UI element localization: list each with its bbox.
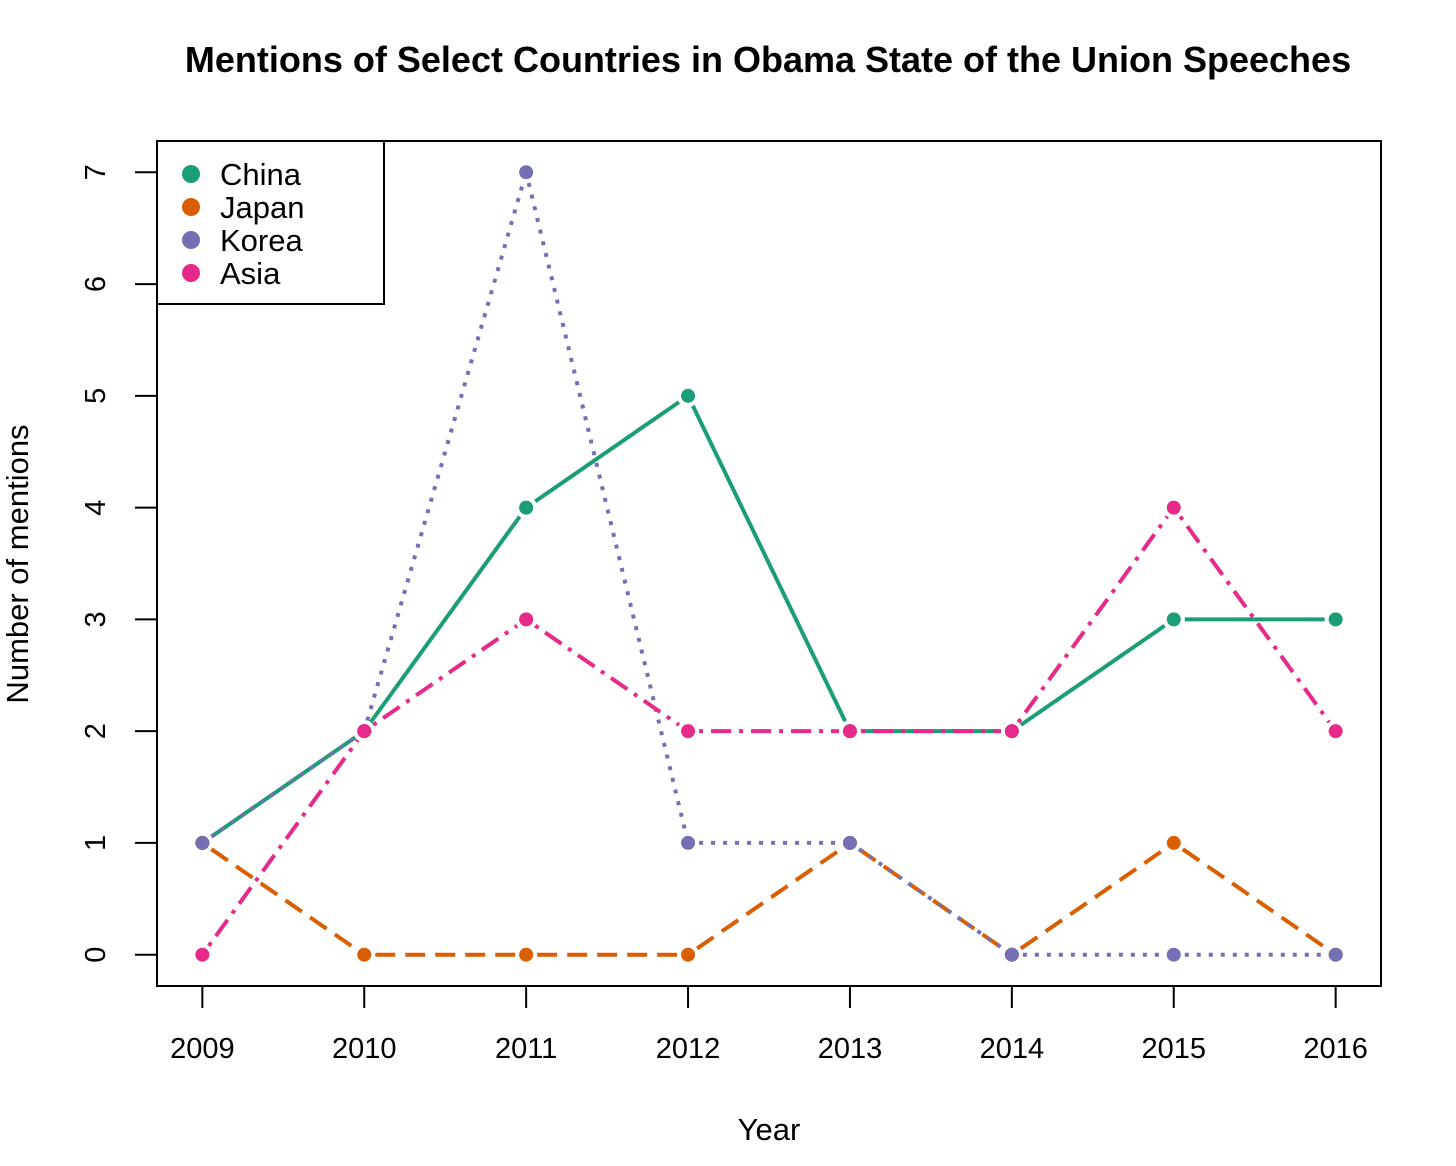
legend-marker-asia [182,264,200,282]
y-tick-label: 4 [80,500,112,516]
y-tick-label: 5 [80,388,112,404]
x-tick-label: 2016 [1303,1033,1368,1065]
data-point-china [519,500,534,515]
series-segment-korea [365,182,526,722]
data-point-asia [1328,724,1343,739]
y-axis: 0 1 2 3 4 5 6 7 [80,164,158,963]
y-tick-label: 7 [80,164,112,180]
legend-label-korea: Korea [220,223,303,258]
data-point-japan [519,947,534,962]
series-segment-asia [1178,515,1331,724]
series-segment-japan [1019,847,1166,951]
series-segment-korea [210,735,357,839]
legend-marker-korea [182,231,200,249]
y-tick-label: 0 [80,947,112,963]
data-point-japan [1166,835,1181,850]
data-point-korea [1328,947,1343,962]
data-point-korea [519,165,534,180]
data-point-asia [842,724,857,739]
data-point-japan [681,947,696,962]
y-axis-label: Number of mentions [0,424,35,703]
x-tick-label: 2011 [495,1033,557,1065]
x-axis: 2009 2010 2011 2012 2013 2014 2015 2016 [170,985,1368,1065]
data-point-japan [357,947,372,962]
series-segment-china [1019,623,1166,727]
data-point-china [1166,612,1181,627]
series-korea [195,165,1343,962]
series-segment-asia [372,623,519,727]
series-segment-japan [1181,847,1328,951]
x-tick-label: 2012 [656,1033,721,1065]
x-axis-label: Year [738,1112,801,1147]
data-point-asia [357,724,372,739]
data-point-china [681,388,696,403]
data-point-korea [195,835,210,850]
series-segment-japan [695,847,843,951]
series-segment-korea [526,182,688,833]
x-tick-label: 2014 [980,1033,1045,1065]
data-point-asia [681,724,696,739]
data-point-china [1328,612,1343,627]
y-tick-label: 3 [80,611,112,627]
chart-title: Mentions of Select Countries in Obama St… [185,39,1351,80]
y-tick-label: 6 [80,276,112,292]
x-tick-label: 2015 [1142,1033,1207,1065]
data-point-asia [1004,724,1019,739]
data-point-korea [1166,947,1181,962]
x-tick-label: 2009 [170,1033,235,1065]
series-segment-china [534,400,681,504]
series-segment-china [691,404,847,723]
y-tick-label: 1 [80,835,112,851]
series-segment-korea [857,847,1004,951]
legend-marker-japan [182,198,200,216]
legend-label-japan: Japan [220,190,304,225]
series-china [195,388,1343,850]
data-point-korea [681,835,696,850]
data-point-asia [1166,500,1181,515]
y-tick-label: 2 [80,723,112,739]
series-segment-asia [1016,515,1169,724]
series-japan [195,835,1343,962]
series-segment-china [369,515,522,724]
data-point-korea [1004,947,1019,962]
series-layer [195,165,1343,962]
legend-label-china: China [220,157,302,192]
series-asia [195,500,1343,962]
series-segment-japan [210,847,357,951]
x-tick-label: 2013 [818,1033,883,1065]
x-tick-label: 2010 [332,1033,397,1065]
series-segment-asia [207,738,360,947]
legend-marker-china [182,165,200,183]
legend-label-asia: Asia [220,256,281,291]
data-point-asia [519,612,534,627]
data-point-asia [195,947,210,962]
data-point-korea [842,835,857,850]
series-segment-asia [534,623,681,727]
